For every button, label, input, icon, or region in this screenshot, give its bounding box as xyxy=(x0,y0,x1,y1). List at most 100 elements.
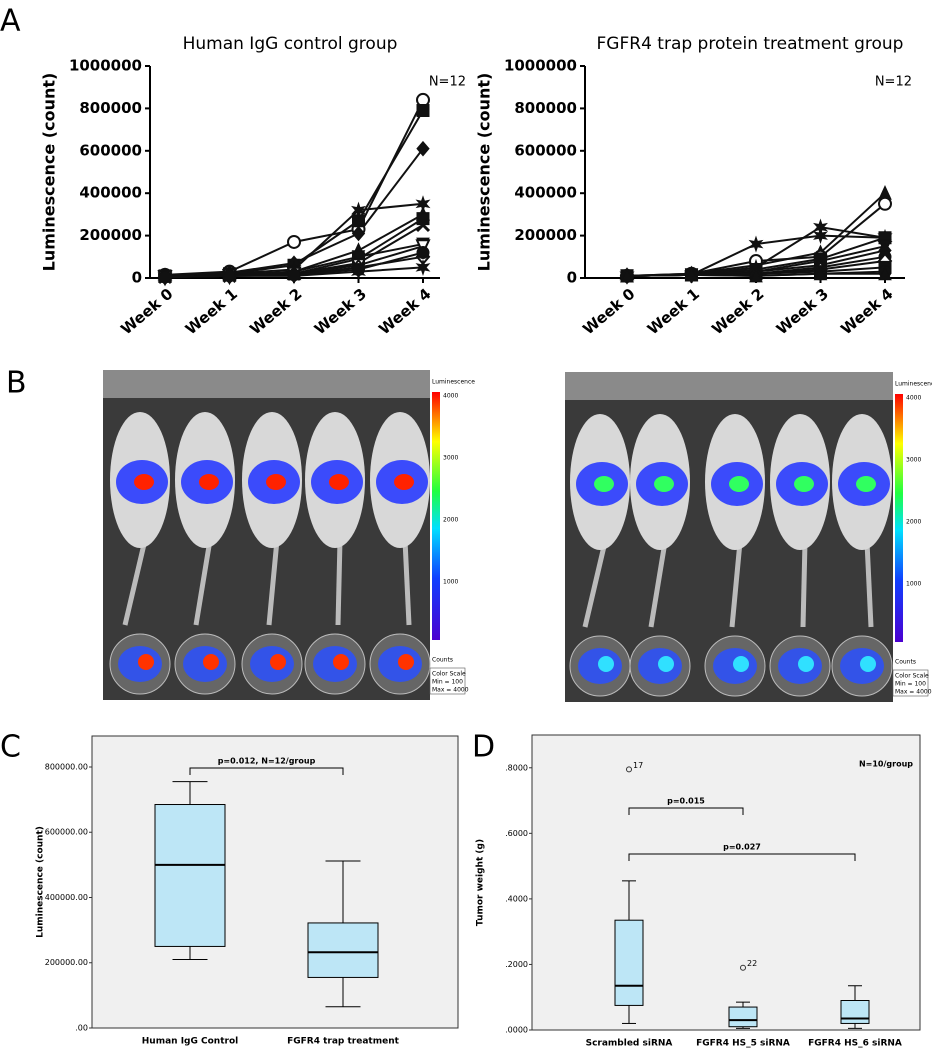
box xyxy=(614,919,644,1006)
bracket xyxy=(189,767,344,775)
panel-label: D xyxy=(472,730,495,765)
marker xyxy=(813,227,828,245)
y-tick-label: 200000 xyxy=(514,226,577,244)
y-tick-label: .0000 xyxy=(505,1026,528,1035)
signal xyxy=(266,474,286,490)
mouse-tail xyxy=(335,539,343,626)
outlier xyxy=(740,964,746,971)
annotation: N=12 xyxy=(875,75,912,90)
x-tick-label: Week 3 xyxy=(773,285,832,339)
y-tick-label: 1000000 xyxy=(69,57,142,75)
scale-text: Min = 100 xyxy=(432,679,463,686)
marker xyxy=(415,217,431,233)
annotation: p=0.027 xyxy=(723,843,761,852)
colorbar-unit: Counts xyxy=(432,657,453,664)
y-tick-label: .2000 xyxy=(505,960,528,969)
image-top xyxy=(565,372,893,400)
y-tick-label: 400000.00 xyxy=(45,893,88,902)
plate-spot xyxy=(598,656,614,672)
y-tick-label: .6000 xyxy=(505,829,528,838)
panel-label: C xyxy=(0,730,21,765)
signal xyxy=(794,476,814,492)
signal xyxy=(594,476,614,492)
plate-spot xyxy=(138,654,154,670)
colorbar-tick: 2000 xyxy=(906,519,921,526)
x-tick-label: Week 4 xyxy=(375,285,434,339)
outlier-id: 17 xyxy=(633,761,643,770)
x-tick-label: Week 1 xyxy=(644,285,703,339)
annotation: p=0.012, N=12/group xyxy=(218,757,316,766)
scale-text: Max = 4000 xyxy=(895,689,932,696)
x-tick-label: Week 1 xyxy=(182,285,241,339)
y-axis-label: Tumor weight (g) xyxy=(476,839,486,926)
marker xyxy=(287,268,301,282)
marker xyxy=(415,258,431,276)
marker xyxy=(878,196,892,211)
x-tick-label: Week 2 xyxy=(708,285,767,339)
colorbar-tick: 1000 xyxy=(443,579,458,586)
y-axis-label: Luminescence (count) xyxy=(475,73,494,272)
scale-box xyxy=(429,667,466,695)
marker xyxy=(223,269,236,283)
panel-label: B xyxy=(6,366,27,401)
mouse-tail xyxy=(402,539,412,626)
marker xyxy=(620,267,634,283)
y-tick-label: .8000 xyxy=(505,763,528,772)
box xyxy=(840,1000,870,1024)
marker xyxy=(813,265,828,281)
chart-title: Human IgG control group xyxy=(183,34,398,54)
plate-spot xyxy=(658,656,674,672)
y-tick-label: 600000 xyxy=(79,141,142,159)
signal xyxy=(729,476,749,492)
outlier-id: 22 xyxy=(747,959,757,968)
x-tick-label: FGFR4 HS_6 siRNA xyxy=(808,1039,902,1049)
x-tick-label: Week 0 xyxy=(579,285,638,339)
box xyxy=(307,922,379,978)
mouse-tail xyxy=(122,539,148,626)
marker xyxy=(158,270,172,284)
colorbar-tick: 4000 xyxy=(906,395,921,402)
plate-spot xyxy=(398,654,414,670)
marker xyxy=(416,246,430,260)
scale-text: Min = 100 xyxy=(895,681,926,688)
marker xyxy=(351,201,366,219)
y-tick-label: 800000 xyxy=(79,99,142,117)
marker xyxy=(748,235,764,253)
box xyxy=(154,804,226,947)
bracket xyxy=(628,853,856,861)
plate-spot xyxy=(270,654,286,670)
panel-label: A xyxy=(0,4,21,39)
signal xyxy=(134,474,154,490)
x-tick-label: Week 3 xyxy=(311,285,370,339)
scale-text: Max = 4000 xyxy=(432,687,469,694)
y-tick-label: 400000 xyxy=(514,184,577,202)
colorbar-title: Luminescence xyxy=(895,381,932,388)
annotation: N=10/group xyxy=(859,760,913,769)
y-tick-label: .00 xyxy=(75,1024,88,1033)
colorbar-tick: 4000 xyxy=(443,393,458,400)
mouse-tail xyxy=(648,541,668,628)
signal xyxy=(856,476,876,492)
mouse-tail xyxy=(582,541,608,628)
outlier xyxy=(626,766,632,773)
box xyxy=(728,1006,758,1028)
colorbar xyxy=(895,394,903,642)
x-tick-label: Week 4 xyxy=(837,285,896,339)
mouse-tail xyxy=(800,541,808,628)
marker xyxy=(287,234,301,249)
y-axis-label: Luminescence (count) xyxy=(40,73,59,272)
mouse-tail xyxy=(266,539,280,626)
plate-spot xyxy=(798,656,814,672)
marker xyxy=(416,140,430,157)
colorbar-tick: 1000 xyxy=(906,581,921,588)
marker xyxy=(352,263,365,277)
signal xyxy=(654,476,674,492)
x-tick-label: FGFR4 trap treatment xyxy=(287,1037,400,1047)
scale-text: Color Scale xyxy=(895,673,929,680)
signal xyxy=(329,474,349,490)
image-top xyxy=(103,370,430,398)
x-tick-label: Week 2 xyxy=(246,285,305,339)
signal xyxy=(394,474,414,490)
marker xyxy=(352,214,365,228)
